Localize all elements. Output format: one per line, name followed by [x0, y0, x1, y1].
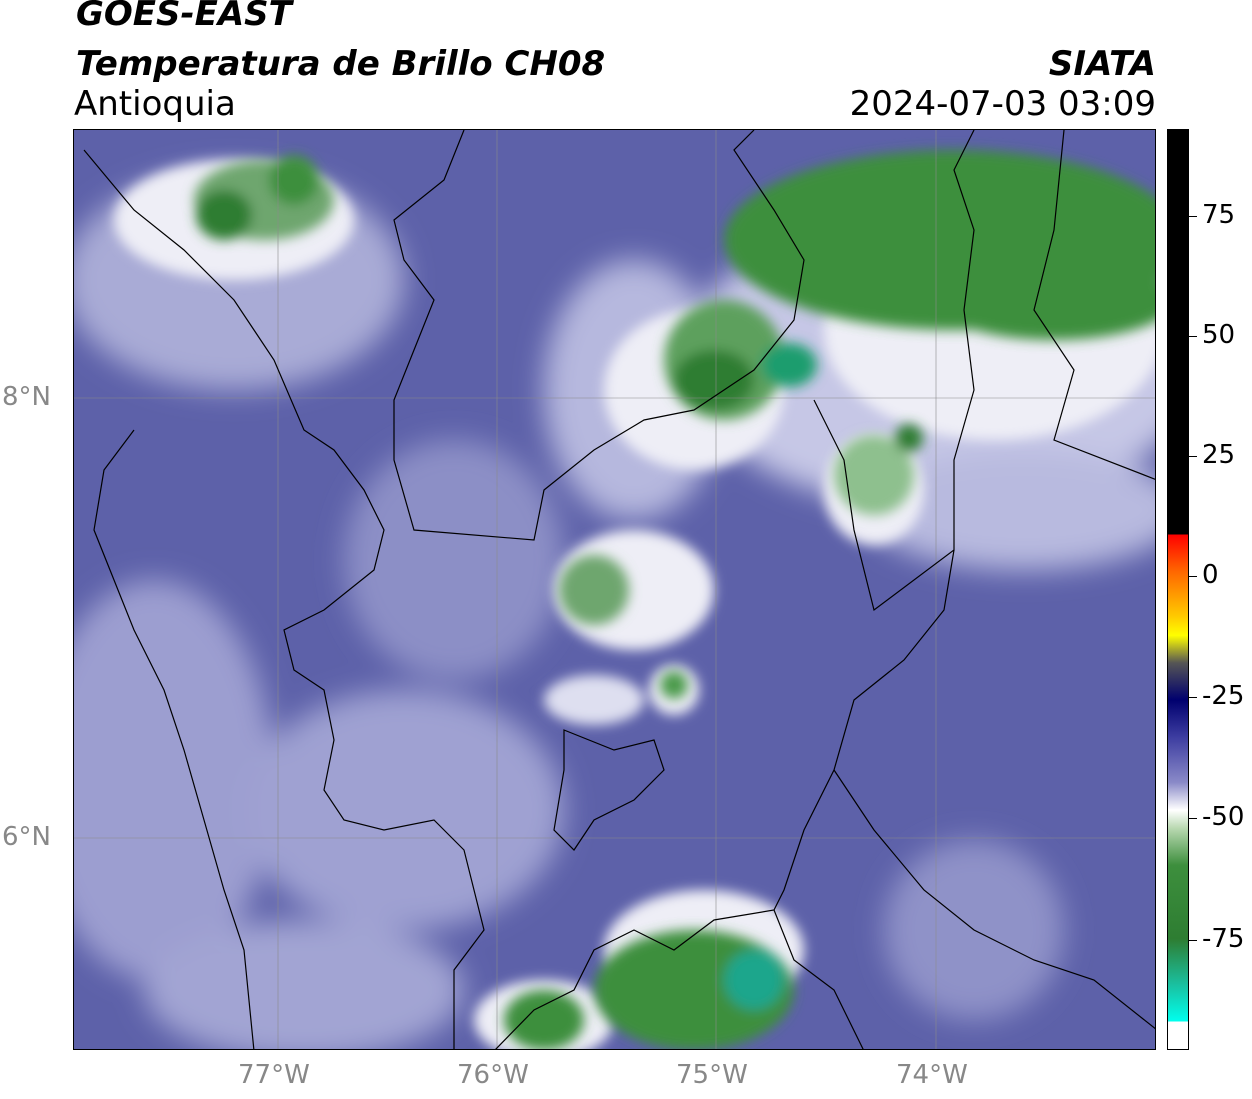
colorbar: [1167, 129, 1189, 1050]
graticule: [74, 130, 1155, 1049]
colorbar-tick: [1189, 576, 1197, 577]
organization-label: SIATA: [1048, 44, 1156, 84]
lon-label-74w: 74°W: [896, 1060, 968, 1090]
colorbar-tick: [1189, 818, 1197, 819]
colorbar-label: 0: [1202, 560, 1219, 590]
lon-label-75w: 75°W: [676, 1060, 748, 1090]
colorbar-label: -50: [1202, 802, 1245, 832]
convective-cores: [194, 150, 1155, 1049]
colorbar-tick: [1189, 216, 1197, 217]
colorbar-tick: [1189, 697, 1197, 698]
colorbar-label: 25: [1202, 440, 1236, 470]
lat-label-8n: 8°N: [2, 382, 51, 412]
product-title: Temperatura de Brillo CH08: [76, 44, 606, 84]
colorbar-label: 75: [1202, 200, 1236, 230]
region-label: Antioquia: [74, 84, 236, 124]
colorbar-tick: [1189, 940, 1197, 941]
lon-label-77w: 77°W: [238, 1060, 310, 1090]
brightness-temperature-map: [73, 129, 1156, 1050]
lat-label-6n: 6°N: [2, 822, 51, 852]
colorbar-tick: [1189, 336, 1197, 337]
colorbar-label: -75: [1202, 924, 1245, 954]
colorbar-label: -25: [1202, 681, 1245, 711]
colorbar-tick: [1189, 456, 1197, 457]
boundaries: [83, 130, 1155, 1049]
lon-label-76w: 76°W: [457, 1060, 529, 1090]
satellite-title: GOES-EAST: [76, 0, 292, 34]
colorbar-label: 50: [1202, 320, 1236, 350]
datetime-label: 2024-07-03 03:09: [849, 84, 1156, 124]
